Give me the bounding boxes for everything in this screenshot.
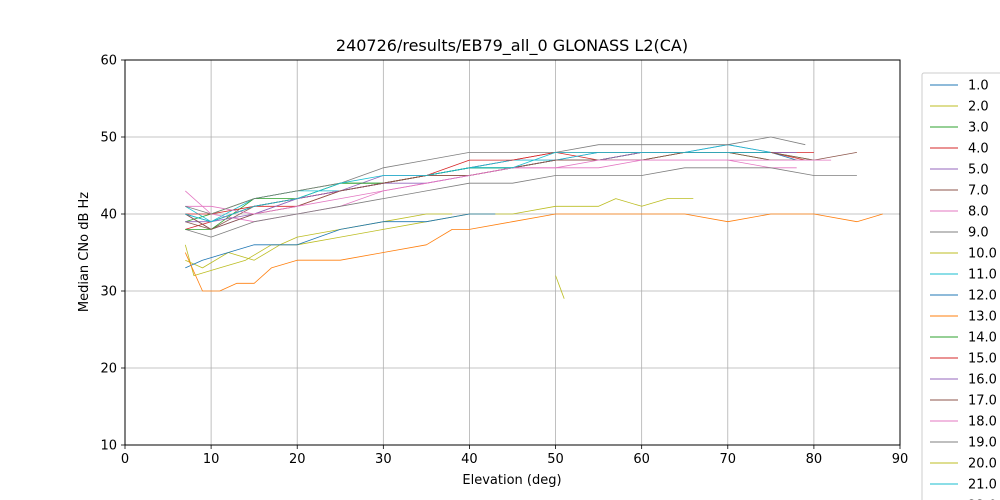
series-line-7-0 [185,151,857,230]
x-axis-label: Elevation (deg) [462,473,561,488]
legend-label: 15.0 [968,352,997,367]
series-line-3-0 [185,151,797,223]
series-line-14-0 [185,151,814,230]
x-tick-label: 70 [720,452,737,467]
y-tick-label: 20 [100,362,117,377]
legend-label: 13.0 [968,310,997,325]
legend-label: 7.0 [968,184,989,199]
series-line-1-0 [185,151,797,223]
x-tick-label: 0 [121,452,129,467]
series-line-13-0 [184,213,883,292]
y-axis-label: Median CNo dB Hz [77,192,92,312]
legend-label: 16.0 [968,373,997,388]
y-tick-label: 30 [100,285,117,300]
y-tick-label: 40 [100,208,117,223]
plot-frame [124,59,901,446]
x-tick-label: 30 [375,452,392,467]
legend: 1.0 2.0 3.0 4.0 5.0 7.0 8.0 9.0 10.0 11.0 12.0 13.0… [921,72,1000,500]
legend-label: 21.0 [968,478,997,493]
legend-label: 3.0 [968,121,989,136]
x-tick-label: 60 [633,452,650,467]
series-line-4-0 [185,151,806,230]
series-line-12-0 [185,213,496,269]
legend-box [921,72,1000,500]
x-tick-label: 90 [892,452,909,467]
series-line-9-0 [185,167,857,238]
y-tick-label: 10 [100,439,117,454]
legend-label: 18.0 [968,415,997,430]
y-axis-ticks: 10 20 30 40 50 60 [100,54,125,454]
legend-label: 8.0 [968,205,989,220]
x-tick-label: 80 [806,452,823,467]
series-line-19-0 [185,136,806,215]
legend-label: 11.0 [968,268,997,283]
series-line-21-0 [185,151,771,223]
x-axis-ticks: 0 10 20 30 40 50 60 70 80 90 [121,445,908,467]
y-tick-label: 50 [100,131,117,146]
grid [124,59,901,446]
series-line-2-0 [185,213,453,269]
chart-title: 240726/results/EB79_all_0 GLONASS L2(CA) [336,36,688,56]
legend-label: 1.0 [968,79,989,94]
legend-label: 19.0 [968,436,997,451]
legend-label: 17.0 [968,394,997,409]
legend-label: 10.0 [968,247,997,262]
legend-label: 9.0 [968,226,989,241]
series-line-16-0 [185,151,797,223]
legend-label: 20.0 [968,457,997,472]
legend-label: 12.0 [968,289,997,304]
series-line-17-0 [185,151,814,230]
x-tick-label: 40 [461,452,478,467]
legend-label: 4.0 [968,142,989,157]
x-tick-label: 20 [289,452,306,467]
legend-label: 14.0 [968,331,997,346]
legend-label: 5.0 [968,163,989,178]
series-line-8-0 [185,159,797,223]
series-layer [184,136,883,299]
y-tick-label: 60 [100,54,117,69]
legend-label: 2.0 [968,100,989,115]
x-tick-label: 10 [203,452,220,467]
legend-label: 22.0 [968,499,997,500]
series-line-20-0 [555,275,565,299]
x-tick-label: 50 [547,452,564,467]
